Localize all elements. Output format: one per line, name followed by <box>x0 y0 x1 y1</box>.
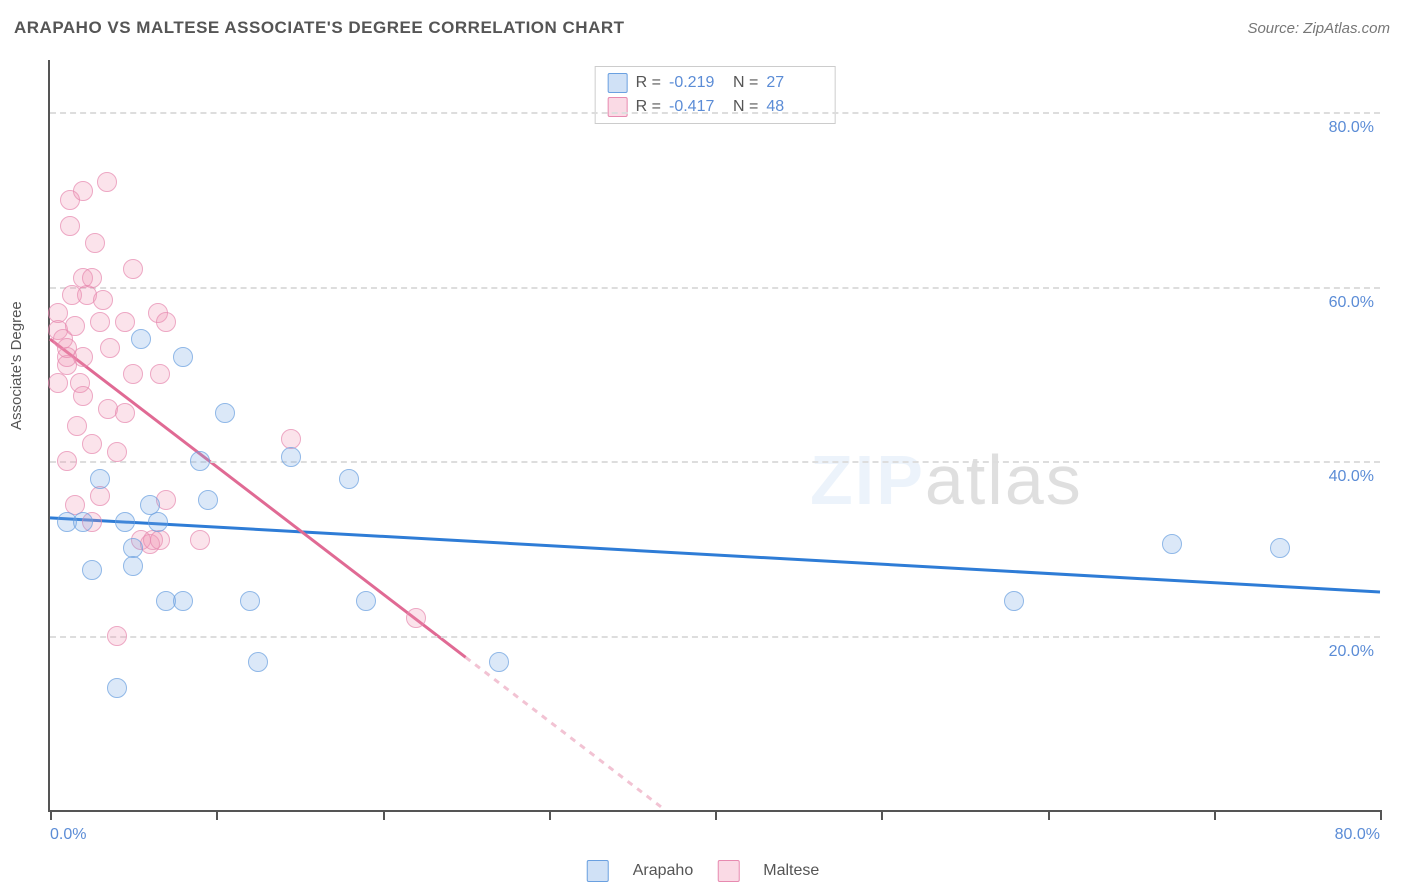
scatter-point-pink <box>73 386 93 406</box>
scatter-point-pink <box>82 434 102 454</box>
gridline <box>50 461 1380 463</box>
stats-r-label: R = <box>636 74 661 92</box>
chart-title: ARAPAHO VS MALTESE ASSOCIATE'S DEGREE CO… <box>14 18 625 38</box>
stats-row-pink: R = -0.417 N = 48 <box>608 95 823 119</box>
scatter-point-blue <box>173 591 193 611</box>
scatter-point-pink <box>97 172 117 192</box>
legend-swatch-blue-icon <box>587 860 609 882</box>
scatter-point-pink <box>48 373 68 393</box>
x-tick <box>1048 810 1050 820</box>
x-tick <box>50 810 52 820</box>
scatter-point-blue <box>281 447 301 467</box>
scatter-point-pink <box>90 486 110 506</box>
scatter-point-pink <box>107 626 127 646</box>
y-axis-label: Associate's Degree <box>8 301 25 430</box>
scatter-point-blue <box>123 556 143 576</box>
stats-n-value: 27 <box>766 74 822 92</box>
scatter-point-pink <box>107 442 127 462</box>
gridline <box>50 287 1380 289</box>
scatter-point-blue <box>240 591 260 611</box>
scatter-point-pink <box>60 216 80 236</box>
source-attribution: Source: ZipAtlas.com <box>1247 20 1390 37</box>
x-axis-max-label: 80.0% <box>1335 826 1380 844</box>
trend-lines-layer <box>50 60 1380 810</box>
scatter-point-blue <box>148 512 168 532</box>
x-tick <box>1214 810 1216 820</box>
scatter-point-pink <box>123 259 143 279</box>
scatter-point-pink <box>57 451 77 471</box>
stats-n-label: N = <box>733 74 758 92</box>
scatter-point-blue <box>1162 534 1182 554</box>
scatter-point-pink <box>73 347 93 367</box>
x-tick <box>715 810 717 820</box>
scatter-point-blue <box>356 591 376 611</box>
stats-r-value: -0.219 <box>669 74 725 92</box>
scatter-point-blue <box>131 329 151 349</box>
legend-label-pink: Maltese <box>763 862 819 880</box>
scatter-point-blue <box>107 678 127 698</box>
scatter-point-blue <box>1004 591 1024 611</box>
scatter-point-blue <box>198 490 218 510</box>
y-tick-label: 40.0% <box>1329 468 1374 486</box>
scatter-point-pink <box>406 608 426 628</box>
scatter-point-pink <box>67 416 87 436</box>
scatter-point-blue <box>90 469 110 489</box>
scatter-point-pink <box>73 181 93 201</box>
scatter-point-pink <box>93 290 113 310</box>
y-tick-label: 20.0% <box>1329 643 1374 661</box>
gridline <box>50 112 1380 114</box>
y-tick-label: 80.0% <box>1329 119 1374 137</box>
x-tick <box>549 810 551 820</box>
y-tick-label: 60.0% <box>1329 294 1374 312</box>
scatter-point-blue <box>1270 538 1290 558</box>
scatter-point-blue <box>73 512 93 532</box>
scatter-point-pink <box>156 312 176 332</box>
scatter-point-pink <box>150 530 170 550</box>
scatter-point-blue <box>115 512 135 532</box>
legend: Arapaho Maltese <box>587 860 820 882</box>
scatter-point-pink <box>65 316 85 336</box>
stats-row-blue: R = -0.219 N = 27 <box>608 71 823 95</box>
gridline <box>50 636 1380 638</box>
scatter-point-pink <box>82 268 102 288</box>
x-tick <box>881 810 883 820</box>
scatter-point-blue <box>173 347 193 367</box>
scatter-point-pink <box>123 364 143 384</box>
scatter-point-pink <box>85 233 105 253</box>
scatter-point-pink <box>115 403 135 423</box>
scatter-point-pink <box>48 303 68 323</box>
scatter-point-pink <box>90 312 110 332</box>
stats-box: R = -0.219 N = 27 R = -0.417 N = 48 <box>595 66 836 124</box>
scatter-point-blue <box>82 560 102 580</box>
plot-area: ZIPatlas R = -0.219 N = 27 R = -0.417 N … <box>48 60 1380 812</box>
scatter-point-pink <box>100 338 120 358</box>
scatter-point-blue <box>489 652 509 672</box>
x-tick <box>216 810 218 820</box>
legend-label-blue: Arapaho <box>633 862 694 880</box>
legend-swatch-pink-icon <box>717 860 739 882</box>
scatter-point-pink <box>190 530 210 550</box>
scatter-point-blue <box>339 469 359 489</box>
scatter-point-blue <box>248 652 268 672</box>
x-tick <box>383 810 385 820</box>
scatter-point-pink <box>150 364 170 384</box>
x-tick <box>1380 810 1382 820</box>
scatter-point-pink <box>115 312 135 332</box>
scatter-point-blue <box>190 451 210 471</box>
swatch-blue-icon <box>608 73 628 93</box>
x-axis-min-label: 0.0% <box>50 826 86 844</box>
scatter-point-blue <box>215 403 235 423</box>
